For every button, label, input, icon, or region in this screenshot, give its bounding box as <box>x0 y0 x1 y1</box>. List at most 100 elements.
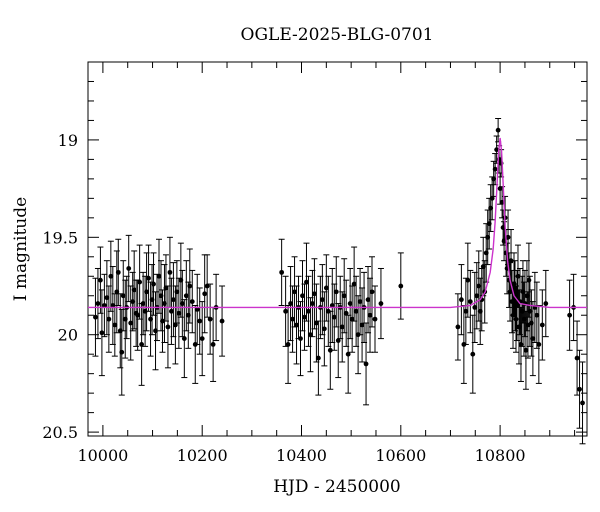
point-marker <box>300 293 305 299</box>
point-marker <box>169 308 174 314</box>
point-marker <box>536 342 542 347</box>
point-marker <box>577 386 582 392</box>
x-tick-label: 10600 <box>375 446 426 465</box>
point-marker <box>530 336 536 342</box>
data-point <box>495 117 502 143</box>
point-marker <box>101 303 107 308</box>
point-marker <box>329 303 335 308</box>
y-tick-label: 20.5 <box>42 423 78 442</box>
data-point <box>175 277 182 349</box>
point-marker <box>294 322 299 328</box>
data-point <box>109 266 116 345</box>
point-marker <box>298 336 303 342</box>
data-point <box>309 269 316 338</box>
point-marker <box>455 324 461 330</box>
point-marker <box>574 355 580 361</box>
data-point <box>327 310 334 390</box>
data-point <box>335 303 342 379</box>
data-point <box>579 361 586 445</box>
y-tick-label: 19.5 <box>42 228 78 247</box>
point-marker <box>285 342 291 347</box>
point-marker <box>176 310 182 316</box>
data-point <box>533 281 540 349</box>
point-marker <box>135 312 141 318</box>
point-marker <box>331 314 337 320</box>
point-marker <box>378 301 384 306</box>
data-points <box>92 117 586 445</box>
point-marker <box>467 299 473 304</box>
point-marker <box>474 293 480 299</box>
data-point <box>539 289 546 361</box>
data-point <box>311 258 318 330</box>
data-point <box>134 279 141 351</box>
point-marker <box>95 301 101 306</box>
data-point <box>454 293 461 361</box>
point-marker <box>345 351 351 357</box>
data-point <box>105 285 112 353</box>
x-axis-label: HJD - 2450000 <box>273 477 401 497</box>
data-point <box>189 269 196 334</box>
x-tick-label: 10000 <box>77 446 128 465</box>
chart-title: OGLE-2025-BLG-0701 <box>241 25 434 45</box>
point-marker <box>151 281 156 287</box>
point-marker <box>458 297 464 303</box>
data-point <box>369 256 376 328</box>
point-marker <box>126 266 132 271</box>
data-point <box>535 304 542 384</box>
point-marker <box>137 279 143 285</box>
point-marker <box>321 326 327 332</box>
point-marker <box>327 347 333 353</box>
data-point <box>301 283 308 351</box>
data-point <box>297 301 304 377</box>
point-marker <box>351 281 357 287</box>
point-marker <box>335 338 341 343</box>
point-marker <box>492 166 498 172</box>
point-marker <box>187 283 193 289</box>
point-marker <box>290 316 295 322</box>
point-marker <box>110 303 116 308</box>
point-marker <box>365 297 371 303</box>
point-marker <box>312 291 317 297</box>
data-point <box>186 248 193 324</box>
point-marker <box>292 289 297 295</box>
data-point <box>125 234 132 303</box>
data-point <box>107 240 114 312</box>
point-marker <box>323 285 329 291</box>
point-marker <box>210 342 216 347</box>
point-marker <box>171 297 176 303</box>
data-point <box>341 258 348 334</box>
point-marker <box>526 277 532 283</box>
point-marker <box>207 316 213 322</box>
data-point <box>219 285 226 357</box>
point-marker <box>163 285 169 291</box>
point-marker <box>189 299 195 304</box>
point-marker <box>357 299 363 304</box>
data-point <box>566 279 573 351</box>
point-marker <box>363 361 369 367</box>
y-tick-label: 19 <box>58 131 78 150</box>
point-marker <box>98 277 103 283</box>
point-marker <box>372 316 378 322</box>
data-point <box>149 264 156 336</box>
data-point <box>278 238 285 306</box>
data-point <box>285 304 292 384</box>
data-point <box>471 271 478 343</box>
data-point <box>168 277 175 345</box>
data-point <box>484 209 491 266</box>
point-marker <box>197 318 203 324</box>
data-point <box>179 269 186 338</box>
point-marker <box>339 324 345 330</box>
data-point <box>115 238 122 306</box>
point-marker <box>131 287 137 293</box>
data-point <box>363 322 370 406</box>
point-marker <box>119 349 125 355</box>
point-marker <box>199 336 205 342</box>
point-marker <box>140 301 146 306</box>
data-point <box>98 289 105 377</box>
point-marker <box>288 301 293 306</box>
data-point <box>359 287 366 363</box>
data-point <box>483 223 490 283</box>
data-point <box>145 244 152 312</box>
point-marker <box>513 316 519 322</box>
point-marker <box>534 312 540 318</box>
